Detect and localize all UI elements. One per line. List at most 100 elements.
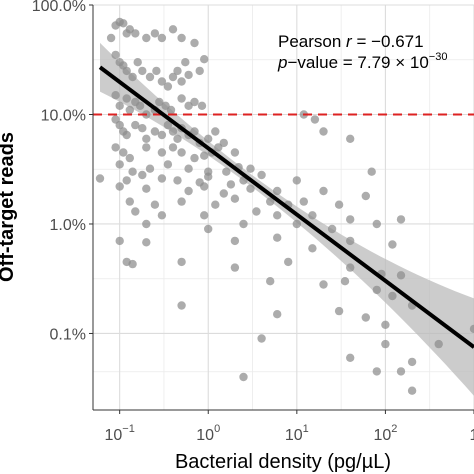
data-point — [157, 33, 167, 43]
data-point — [257, 170, 266, 180]
data-point — [155, 97, 164, 107]
data-point — [396, 367, 406, 376]
annotation-line-1: Pearson r = −0.671 — [278, 32, 424, 51]
data-point — [214, 143, 223, 152]
data-point — [346, 134, 355, 143]
data-point — [246, 164, 255, 173]
y-tick-label: 0.1% — [50, 326, 86, 343]
data-point — [407, 386, 417, 395]
annotation-p-exponent: −30 — [429, 51, 448, 63]
y-tick-label: 10.0% — [41, 107, 86, 124]
data-point — [381, 339, 390, 349]
data-point — [177, 197, 186, 206]
data-point — [204, 224, 213, 234]
x-tick-label: 10−1 — [104, 423, 134, 444]
data-point — [211, 200, 220, 209]
data-point — [222, 167, 231, 176]
annotation-prefix: Pearson — [278, 32, 346, 51]
data-point — [166, 105, 176, 115]
data-point — [200, 151, 209, 160]
data-point — [119, 19, 128, 28]
data-point — [168, 25, 178, 34]
x-tick-label: 101 — [285, 423, 309, 444]
data-point — [142, 219, 151, 229]
data-point — [299, 197, 308, 206]
data-point — [142, 184, 151, 193]
data-point — [230, 194, 240, 203]
data-point — [168, 143, 178, 152]
data-point — [469, 324, 474, 334]
data-point — [372, 285, 381, 295]
data-point — [131, 29, 140, 38]
x-axis-ticks: 10−11001011021 — [104, 410, 474, 444]
data-point — [163, 160, 173, 169]
data-point — [273, 233, 282, 242]
data-point — [388, 291, 397, 301]
data-point — [273, 186, 282, 196]
data-point — [396, 271, 406, 280]
data-point — [145, 164, 155, 173]
annotation-p-value: −value = 7.79 × 10 — [287, 53, 428, 72]
data-point — [125, 197, 134, 206]
data-point — [200, 182, 209, 191]
data-point — [177, 148, 186, 157]
x-tick-label: 100 — [196, 423, 220, 444]
x-tick-exponent: 1 — [303, 423, 309, 435]
data-point — [152, 66, 161, 76]
data-point — [273, 211, 282, 220]
data-point — [157, 148, 167, 157]
data-point — [310, 115, 320, 124]
data-point — [142, 33, 151, 43]
data-point — [128, 72, 137, 82]
data-point — [173, 66, 182, 76]
data-point — [168, 127, 178, 136]
annotation-line-2: p−value = 7.79 × 10−30 — [277, 51, 447, 72]
data-point — [190, 38, 199, 48]
data-point — [111, 91, 120, 100]
data-point — [125, 105, 134, 115]
data-point — [157, 174, 167, 183]
x-tick-exponent: 0 — [214, 423, 220, 435]
annotation-r-value: = −0.671 — [352, 32, 424, 51]
data-point — [292, 176, 301, 185]
data-point — [177, 257, 186, 267]
data-point — [95, 174, 105, 183]
data-point — [308, 211, 317, 220]
data-point — [230, 236, 240, 246]
y-axis-ticks: 0.1% 1.0% 10.0% 100.0% — [32, 0, 93, 343]
data-point — [226, 180, 236, 189]
data-point — [115, 101, 124, 111]
data-point — [346, 263, 355, 272]
x-tick-base: 10 — [285, 427, 303, 444]
data-point — [184, 164, 193, 173]
data-point — [133, 58, 142, 67]
data-point — [177, 33, 186, 43]
data-point — [135, 101, 145, 111]
data-point — [346, 236, 355, 246]
annotation-r-variable: r — [346, 32, 353, 51]
data-point — [150, 200, 160, 209]
data-point — [334, 200, 344, 209]
data-point — [122, 130, 131, 140]
data-point — [190, 97, 199, 107]
data-point — [128, 259, 137, 269]
data-point — [284, 257, 293, 267]
data-point — [239, 219, 248, 229]
data-point — [125, 153, 134, 163]
y-tick-label: 100.0% — [32, 0, 86, 15]
data-point — [111, 50, 120, 60]
data-point — [157, 211, 167, 220]
data-point — [197, 101, 207, 111]
data-point — [106, 33, 116, 43]
x-tick-label: 102 — [373, 423, 397, 444]
data-point — [219, 189, 228, 198]
data-point — [246, 184, 255, 193]
x-tick-label: 1 — [470, 427, 474, 444]
data-point — [257, 334, 266, 343]
data-point — [230, 263, 240, 272]
data-point — [367, 167, 376, 176]
data-point — [150, 29, 160, 38]
data-point — [177, 77, 186, 86]
x-axis-title: Bacterial density (pg/µL) — [175, 451, 391, 473]
